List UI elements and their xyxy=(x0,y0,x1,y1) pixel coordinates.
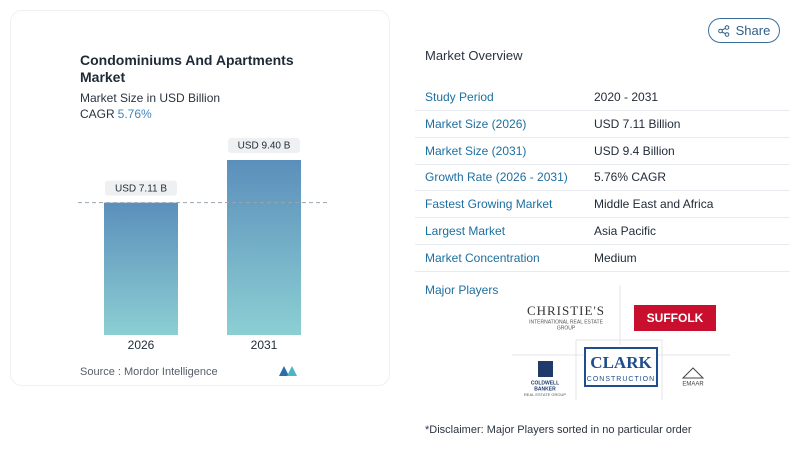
player-logo-text: CHRISTIE'S xyxy=(527,303,605,318)
clark-box xyxy=(584,347,658,387)
value-label: USD 9.40 B xyxy=(238,141,291,152)
source: Source : Mordor Intelligence xyxy=(80,366,218,378)
share-label[interactable]: Share xyxy=(735,23,771,38)
cagr-value: 5.76% xyxy=(117,107,152,121)
row-label: Market Size (2026) xyxy=(425,116,527,131)
share-icon xyxy=(717,24,729,37)
player-logo-text: REAL ESTATE GROUP xyxy=(524,392,566,397)
value-label-bg xyxy=(105,180,177,196)
row-value: Middle East and Africa xyxy=(594,197,714,212)
row-label: Growth Rate (2026 - 2031) xyxy=(425,170,568,185)
player-logo-text: CLARK xyxy=(590,353,652,372)
overview-row: Largest Market Asia Pacific xyxy=(415,218,790,245)
player-logo-text: COLDWELL xyxy=(531,380,559,386)
player-logo-text: SUFFOLK xyxy=(647,311,704,325)
row-value: Asia Pacific xyxy=(594,224,657,238)
x-tick-label: 2031 xyxy=(251,338,278,352)
players-title: Major Players xyxy=(425,283,499,297)
overview-row: Study Period 2020 - 2031 xyxy=(415,84,790,111)
overview-title: Market Overview xyxy=(425,48,523,63)
row-label: Fastest Growing Market xyxy=(425,197,553,212)
cagr: CAGR 5.76% xyxy=(80,107,152,121)
row-value: USD 9.4 Billion xyxy=(594,143,675,158)
player-logo-text: CONSTRUCTION xyxy=(587,376,655,383)
row-label: Largest Market xyxy=(425,224,506,238)
overview-row: Growth Rate (2026 - 2031) 5.76% CAGR xyxy=(415,164,790,192)
chart-card xyxy=(10,10,390,386)
bar xyxy=(227,160,301,335)
x-tick-label: 2026 xyxy=(128,338,155,352)
chart-subtitle: Market Size in USD Billion xyxy=(80,91,221,105)
emaar-mark xyxy=(681,367,705,379)
mordor-logo xyxy=(279,366,297,376)
suffolk-box xyxy=(634,305,716,331)
row-value: 2020 - 2031 xyxy=(594,90,659,104)
player-logo-text: GROUP xyxy=(557,325,576,331)
share-button[interactable]: Share xyxy=(708,18,780,43)
player-logo-text: INTERNATIONAL REAL ESTATE xyxy=(529,319,603,325)
row-label: Study Period xyxy=(425,90,494,104)
disclaimer: *Disclaimer: Major Players sorted in no … xyxy=(425,424,692,436)
row-label: Market Concentration xyxy=(425,250,540,265)
overview-row: Market Size (2026) USD 7.11 Billion xyxy=(415,111,790,138)
player-logo-text: BANKER xyxy=(534,386,556,392)
row-value: Medium xyxy=(594,250,637,265)
coldwell-mark xyxy=(538,361,553,377)
value-label-bg xyxy=(228,138,300,153)
bar xyxy=(104,202,178,335)
cagr-label: CAGR xyxy=(80,107,115,121)
chart-title: Condominiums And Apartments Market xyxy=(80,52,294,85)
player-logo-text: EMAAR xyxy=(682,382,704,388)
row-value: USD 7.11 Billion xyxy=(594,116,681,131)
overview-row: Market Concentration Medium xyxy=(415,245,790,272)
value-label: USD 7.11 B xyxy=(115,183,167,194)
row-label: Market Size (2031) xyxy=(425,143,527,158)
overview-row: Market Size (2031) USD 9.4 Billion xyxy=(415,138,790,165)
row-value: 5.76% CAGR xyxy=(594,170,667,185)
overview-row: Fastest Growing Market Middle East and Af… xyxy=(415,191,790,219)
